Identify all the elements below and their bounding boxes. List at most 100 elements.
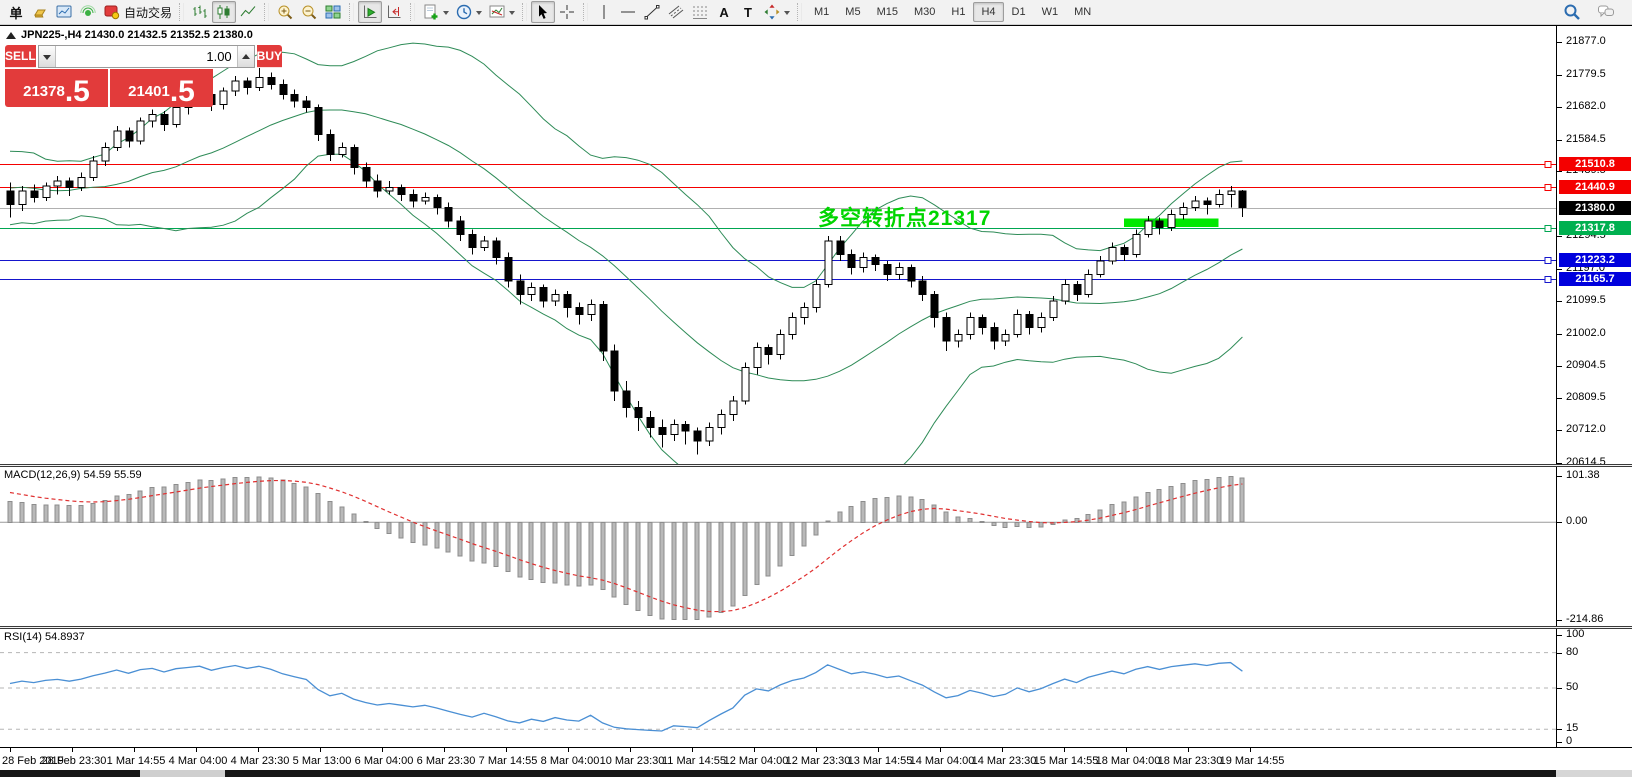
zoom-in-button[interactable]: [273, 1, 297, 23]
sell-price[interactable]: 21378 .5: [5, 69, 108, 107]
price-axis-tick: [1557, 430, 1562, 431]
chat-button[interactable]: [1594, 1, 1618, 23]
indicators-button[interactable]: [419, 1, 452, 23]
time-axis[interactable]: 28 Feb 2019 28 Feb 23:30 1 Mar 14:55 4 Mar …: [0, 747, 1632, 771]
price-axis-tick: [1557, 75, 1562, 76]
toolbar-separator: [410, 3, 416, 21]
price-line-badge: 21165.7: [1559, 272, 1631, 286]
price-axis-tick: [1557, 334, 1562, 335]
price-axis-tick: [1557, 42, 1562, 43]
volume-increase-button[interactable]: [236, 46, 254, 67]
crosshair-button[interactable]: [555, 1, 579, 23]
arrows-icon: [763, 3, 781, 21]
signal-button[interactable]: [76, 1, 100, 23]
rsi-pane[interactable]: [0, 629, 1556, 747]
chevron-down-icon: [42, 54, 51, 64]
buy-button[interactable]: BUY: [256, 45, 283, 68]
timeframe-m5-button[interactable]: M5: [845, 6, 861, 18]
chat-icon: [1597, 3, 1615, 21]
toolbar-separator: [264, 3, 270, 21]
new-order-button[interactable]: 单: [4, 1, 28, 23]
timeframe-m15-button[interactable]: M15: [876, 6, 898, 18]
bar-chart-button[interactable]: [188, 1, 212, 23]
scrollbar-thumb[interactable]: [140, 770, 225, 777]
time-axis-tick: [72, 748, 73, 752]
gold-button[interactable]: [28, 1, 52, 23]
line-chart-button[interactable]: [236, 1, 260, 23]
market-window-button[interactable]: [52, 1, 76, 23]
price-axis-tick: [1557, 107, 1562, 108]
price-tick-label: 100: [1566, 628, 1585, 640]
timeframe-d1-button[interactable]: D1: [1011, 6, 1026, 18]
vertical-line-button[interactable]: [592, 1, 616, 23]
timeframe-w1-button[interactable]: W1: [1041, 6, 1059, 18]
price-line-badge: 21223.2: [1559, 253, 1631, 267]
price-axis[interactable]: 21877.021779.521682.021584.521489.521294…: [1556, 26, 1632, 747]
price-tick-label: 21099.5: [1566, 294, 1606, 306]
time-axis-tick: [382, 748, 383, 752]
price-line-badge: 21440.9: [1559, 180, 1631, 194]
price-line-badge: 21317.8: [1559, 221, 1631, 235]
price-axis-tick: [1557, 729, 1562, 730]
collapse-triangle-icon[interactable]: [6, 31, 16, 39]
price-tick-label: 21682.0: [1566, 100, 1606, 112]
new-order-icon: 单: [9, 5, 23, 21]
auto-trading-button[interactable]: 自动交易: [100, 1, 175, 23]
price-tick-label: 50: [1566, 681, 1579, 693]
tile-windows-button[interactable]: [321, 1, 345, 23]
price-tick-label: 101.38: [1566, 469, 1600, 481]
chart-shift-button[interactable]: [382, 1, 406, 23]
price-tick-label: 0.00: [1566, 515, 1588, 527]
crosshair-icon: [558, 3, 576, 21]
candlestick-chart-button[interactable]: [212, 1, 237, 23]
search-button[interactable]: [1560, 1, 1584, 23]
horizontal-line-button[interactable]: [616, 1, 640, 23]
timeframe-m1-button[interactable]: M1: [814, 6, 830, 18]
timeframe-h1-button[interactable]: H1: [951, 6, 966, 18]
time-axis-tick: [878, 748, 879, 752]
trendline-button[interactable]: [640, 1, 664, 23]
text-label-button[interactable]: T: [736, 1, 760, 23]
time-tick-label: 18 Mar 23:30: [1157, 755, 1223, 767]
buy-price[interactable]: 21401 .5: [110, 69, 213, 107]
fibonacci-icon: [691, 3, 709, 21]
price-axis-tick: [1557, 476, 1562, 477]
timeframe-m30-button[interactable]: M30: [913, 6, 936, 18]
text-button[interactable]: A: [712, 1, 736, 23]
auto-scroll-button[interactable]: [358, 1, 383, 23]
volume-decrease-button[interactable]: [38, 46, 56, 67]
cursor-button[interactable]: [531, 1, 556, 23]
price-axis-tick: [1557, 398, 1562, 399]
timeframe-h4-button[interactable]: H4: [973, 2, 1004, 22]
annotation-text[interactable]: 多空转折点21317: [818, 207, 992, 230]
price-axis-tick: [1557, 301, 1562, 302]
chevron-down-icon: [784, 10, 791, 18]
price-axis-tick: [1557, 635, 1562, 636]
timeframe-mn-button[interactable]: MN: [1074, 6, 1092, 18]
templates-button[interactable]: [485, 1, 518, 23]
price-tick-label: 21584.5: [1566, 133, 1606, 145]
price-tick-label: 0: [1566, 735, 1573, 747]
pane-separator[interactable]: [0, 626, 1632, 629]
vertical-line-icon: [595, 3, 613, 21]
price-axis-tick: [1557, 742, 1562, 743]
periods-icon: [455, 3, 473, 21]
channel-button[interactable]: [664, 1, 688, 23]
price-tick-label: 21002.0: [1566, 327, 1606, 339]
indicators-icon: [422, 3, 440, 21]
zoom-out-button[interactable]: [297, 1, 321, 23]
fibonacci-button[interactable]: [688, 1, 712, 23]
periods-button[interactable]: [452, 1, 485, 23]
sell-button[interactable]: SELL: [5, 45, 36, 68]
main-chart-pane[interactable]: [0, 26, 1556, 464]
time-axis-tick: [1188, 748, 1189, 752]
macd-pane[interactable]: [0, 467, 1556, 626]
sell-price-frac: .5: [64, 74, 90, 108]
volume-input[interactable]: [55, 46, 237, 67]
price-tick-label: 20809.5: [1566, 391, 1606, 403]
price-tick-label: 21877.0: [1566, 35, 1606, 47]
arrows-button[interactable]: [760, 1, 793, 23]
chart-title: JPN225-,H4 21430.0 21432.5 21352.5 21380…: [6, 29, 253, 41]
pane-separator[interactable]: [0, 464, 1632, 467]
time-axis-tick: [816, 748, 817, 752]
